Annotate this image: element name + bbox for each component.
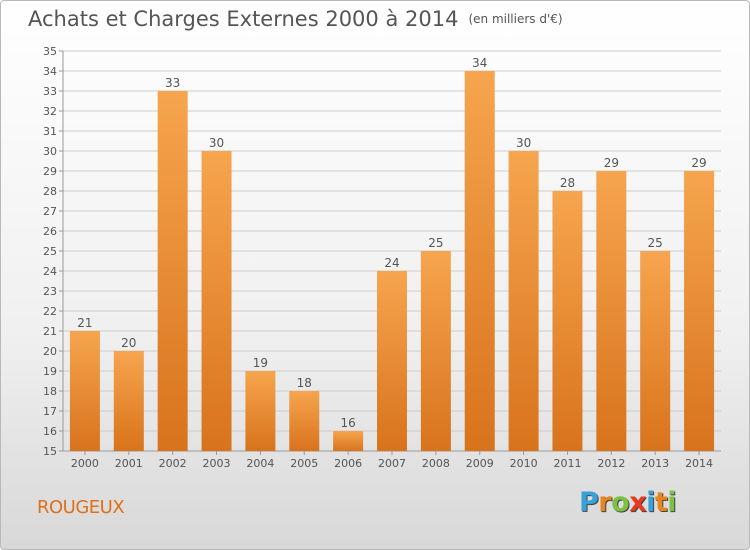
bar-value-label: 21 bbox=[77, 316, 92, 330]
y-tick-label: 29 bbox=[43, 165, 57, 178]
bar-value-label: 25 bbox=[428, 236, 443, 250]
bar bbox=[464, 71, 495, 451]
bar-value-label: 30 bbox=[516, 136, 531, 150]
bar-value-label: 33 bbox=[165, 76, 180, 90]
bar-value-label: 29 bbox=[604, 156, 619, 170]
bar bbox=[640, 251, 671, 451]
logo-letter: r bbox=[598, 487, 612, 518]
y-tick-label: 31 bbox=[43, 125, 57, 138]
y-tick-label: 18 bbox=[43, 385, 57, 398]
x-tick-label: 2008 bbox=[422, 457, 450, 470]
bar bbox=[508, 151, 539, 451]
bar-value-label: 29 bbox=[691, 156, 706, 170]
proxiti-logo: Proxiti bbox=[579, 487, 677, 518]
x-tick-label: 2005 bbox=[290, 457, 318, 470]
y-tick-label: 33 bbox=[43, 85, 57, 98]
x-tick-label: 2013 bbox=[641, 457, 669, 470]
x-tick-label: 2000 bbox=[71, 457, 99, 470]
bar bbox=[420, 251, 451, 451]
bar bbox=[596, 171, 627, 451]
bar bbox=[552, 191, 583, 451]
bar-value-label: 28 bbox=[560, 176, 575, 190]
bar-value-label: 30 bbox=[209, 136, 224, 150]
y-tick-label: 30 bbox=[43, 145, 57, 158]
logo-letter: i bbox=[646, 487, 655, 518]
bar bbox=[245, 371, 276, 451]
y-tick-label: 15 bbox=[43, 445, 57, 458]
x-tick-label: 2003 bbox=[203, 457, 231, 470]
y-tick-label: 20 bbox=[43, 345, 57, 358]
logo-letter: x bbox=[629, 487, 647, 518]
bar-value-label: 20 bbox=[121, 336, 136, 350]
bar bbox=[377, 271, 407, 451]
bar bbox=[201, 151, 232, 451]
y-tick-label: 32 bbox=[43, 105, 57, 118]
x-tick-label: 2006 bbox=[334, 457, 362, 470]
y-tick-label: 27 bbox=[43, 205, 57, 218]
commune-name: ROUGEUX bbox=[37, 497, 125, 518]
x-tick-label: 2011 bbox=[553, 457, 581, 470]
title-text: Achats et Charges Externes 2000 à 2014 bbox=[28, 7, 459, 31]
y-tick-label: 26 bbox=[43, 225, 57, 238]
bar-value-label: 25 bbox=[648, 236, 663, 250]
y-tick-label: 34 bbox=[43, 65, 57, 78]
chart-title: Achats et Charges Externes 2000 à 2014 (e… bbox=[28, 7, 563, 31]
y-tick-label: 22 bbox=[43, 305, 57, 318]
y-tick-label: 35 bbox=[43, 45, 57, 58]
y-tick-label: 19 bbox=[43, 365, 57, 378]
y-tick-label: 24 bbox=[43, 265, 57, 278]
y-tick-label: 21 bbox=[43, 325, 57, 338]
x-tick-label: 2009 bbox=[466, 457, 494, 470]
bar bbox=[289, 391, 320, 451]
x-tick-label: 2007 bbox=[378, 457, 406, 470]
x-tick-label: 2001 bbox=[115, 457, 143, 470]
y-tick-label: 23 bbox=[43, 285, 57, 298]
bar-value-label: 18 bbox=[297, 376, 312, 390]
bar-value-label: 34 bbox=[472, 56, 487, 70]
bar bbox=[333, 431, 364, 451]
x-tick-label: 2002 bbox=[159, 457, 187, 470]
logo-letter: P bbox=[579, 487, 599, 518]
x-tick-label: 2012 bbox=[597, 457, 625, 470]
logo-letter: t bbox=[654, 487, 668, 518]
y-tick-label: 17 bbox=[43, 405, 57, 418]
y-tick-label: 16 bbox=[43, 425, 57, 438]
y-tick-label: 25 bbox=[43, 245, 57, 258]
bar-value-label: 16 bbox=[340, 416, 355, 430]
bar bbox=[157, 91, 188, 451]
y-tick-label: 28 bbox=[43, 185, 57, 198]
bar bbox=[69, 331, 100, 451]
title-unit: (en milliers d'€) bbox=[468, 12, 563, 26]
bar-value-label: 19 bbox=[253, 356, 268, 370]
x-tick-label: 2014 bbox=[685, 457, 713, 470]
x-tick-label: 2004 bbox=[246, 457, 274, 470]
bar bbox=[113, 351, 144, 451]
logo-letter: i bbox=[667, 487, 677, 518]
x-tick-label: 2010 bbox=[510, 457, 538, 470]
logo-letter: o bbox=[611, 487, 630, 518]
bar-value-label: 24 bbox=[384, 256, 399, 270]
bar bbox=[684, 171, 715, 451]
